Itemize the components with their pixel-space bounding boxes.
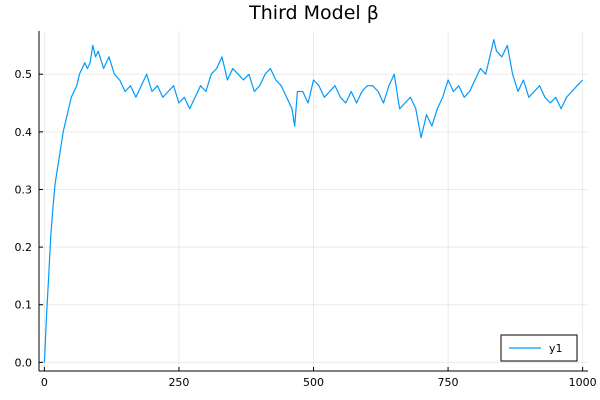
chart-title: Third Model β [248,2,379,24]
x-tick-label-2: 500 [303,376,324,389]
x-ticks: 0 250 500 750 1000 [41,367,597,389]
x-tick-label-3: 750 [438,376,459,389]
series-line-y1 [43,38,584,363]
x-tick-label-4: 1000 [569,376,597,389]
y-tick-label-4: 0.4 [15,126,33,139]
y-tick-label-1: 0.1 [15,299,33,312]
legend: y1 [500,334,578,362]
y-ticks: 0.0 0.1 0.2 0.3 0.4 0.5 [15,68,43,369]
y-tick-label-5: 0.5 [15,68,33,81]
y-tick-label-2: 0.2 [15,241,33,254]
y-tick-label-0: 0.0 [15,356,33,369]
x-tick-label-0: 0 [41,376,48,389]
grid [39,31,588,371]
legend-label-y1: y1 [549,342,563,355]
series-layer [43,38,584,363]
y-tick-label-3: 0.3 [15,183,33,196]
x-tick-label-1: 250 [168,376,189,389]
